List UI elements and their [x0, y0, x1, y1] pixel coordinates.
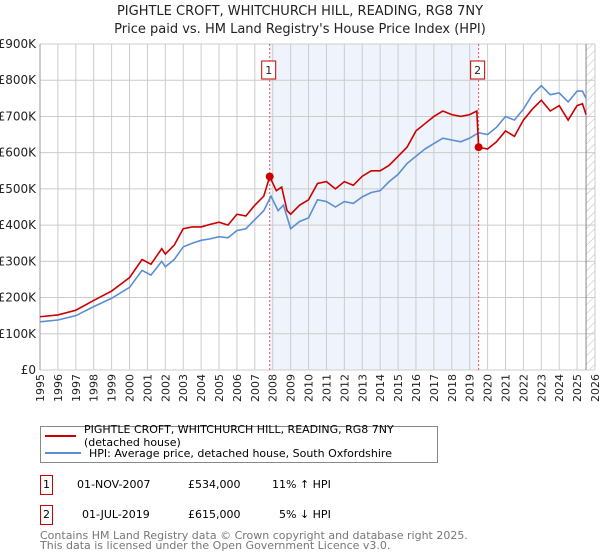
x-tick-label: 2020 [482, 374, 495, 402]
x-tick-label: 2009 [285, 374, 298, 402]
y-tick-label: £300K [0, 254, 37, 268]
hatched-future-region [586, 44, 595, 370]
x-tick-label: 2007 [249, 374, 262, 402]
sale-label: 1 [265, 64, 272, 77]
chart-plot: 1995 1996 1997 1998 1999 2000 2001 2002 2003 2004… [0, 37, 600, 402]
hpi-line [39, 84, 587, 323]
y-tick-label: £100K [0, 327, 37, 341]
property-price-line [39, 98, 587, 318]
y-tick-label: £900K [0, 37, 37, 51]
sale-marker-badge: 2 [40, 505, 53, 525]
sale-label-box [470, 60, 486, 80]
x-tick-label: 2013 [356, 374, 369, 402]
sale-date: 01-NOV-2007 [77, 478, 151, 491]
sale-date: 01-JUL-2019 [82, 508, 150, 521]
sale-price: £615,000 [188, 508, 241, 521]
x-tick-label: 1995 [34, 374, 47, 402]
y-tick-label: £0 [21, 363, 36, 377]
legend-swatch-hpi [45, 452, 81, 454]
x-tick-label: 1997 [70, 374, 83, 402]
x-tick-label: 2016 [410, 374, 423, 402]
x-tick-label: 2011 [320, 374, 333, 402]
sale-label: 2 [474, 64, 481, 77]
y-tick-label: £800K [0, 73, 37, 87]
x-tick-label: 2004 [195, 374, 208, 402]
x-tick-label: 2002 [159, 374, 172, 402]
x-tick-label: 2001 [141, 374, 154, 402]
x-tick-label: 2003 [177, 374, 190, 402]
sale-hpi-diff: 11% ↑ HPI [272, 478, 331, 491]
legend-label-property: PIGHTLE CROFT, WHITCHURCH HILL, READING,… [83, 423, 394, 449]
x-tick-label: 2018 [446, 374, 459, 402]
x-tick-label: 2010 [303, 374, 316, 402]
legend-label-hpi: HPI: Average price, detached house, Sout… [89, 446, 392, 460]
x-tick-label: 2006 [231, 374, 244, 402]
x-tick-label: 1998 [88, 374, 101, 402]
x-tick-label: 2015 [392, 374, 405, 402]
sale-row: 1 01-NOV-2007 £534,000 11% ↑ HPI [40, 475, 440, 495]
sale-hpi-diff: 5% ↓ HPI [279, 508, 331, 521]
x-tick-label: 1996 [52, 374, 65, 402]
sale-point [474, 143, 483, 152]
x-tick-label: 2005 [213, 374, 226, 402]
x-tick-label: 2017 [428, 374, 441, 402]
sale-row: 2 01-JUL-2019 £615,000 5% ↓ HPI [40, 505, 440, 525]
y-tick-label: £600K [0, 146, 37, 160]
chart-subtitle: Price paid vs. HM Land Registry's House … [114, 22, 486, 37]
footer-copyright: Contains HM Land Registry data © Crown c… [40, 529, 468, 542]
x-tick-label: 2014 [374, 374, 387, 402]
x-tick-label: 2012 [338, 374, 351, 402]
x-tick-label: 2000 [124, 374, 137, 402]
x-tick-label: 2024 [553, 374, 566, 402]
x-tick-label: 2021 [499, 374, 512, 402]
sale-marker-badge: 1 [40, 475, 53, 495]
x-tick-label: 2008 [267, 374, 280, 402]
sale-label-box [261, 60, 277, 80]
y-tick-label: £700K [0, 109, 37, 123]
sale-point [265, 172, 274, 181]
shaded-period [269, 44, 479, 370]
chart-title: PIGHTLE CROFT, WHITCHURCH HILL, READING,… [116, 4, 484, 19]
x-tick-label: 2025 [571, 374, 584, 402]
x-tick-label: 2023 [535, 374, 548, 402]
footer-licence: This data is licensed under the Open Gov… [40, 539, 391, 552]
y-tick-label: £200K [0, 291, 37, 305]
x-tick-label: 2019 [464, 374, 477, 402]
y-tick-label: £500K [0, 182, 37, 196]
y-tick-label: £400K [0, 218, 37, 232]
legend: PIGHTLE CROFT, WHITCHURCH HILL, READING,… [40, 423, 438, 463]
x-tick-label: 2022 [517, 374, 530, 402]
x-tick-label: 2026 [589, 374, 600, 402]
sale-price: £534,000 [188, 478, 241, 491]
x-tick-label: 1999 [106, 374, 119, 402]
legend-swatch-property [45, 435, 76, 437]
